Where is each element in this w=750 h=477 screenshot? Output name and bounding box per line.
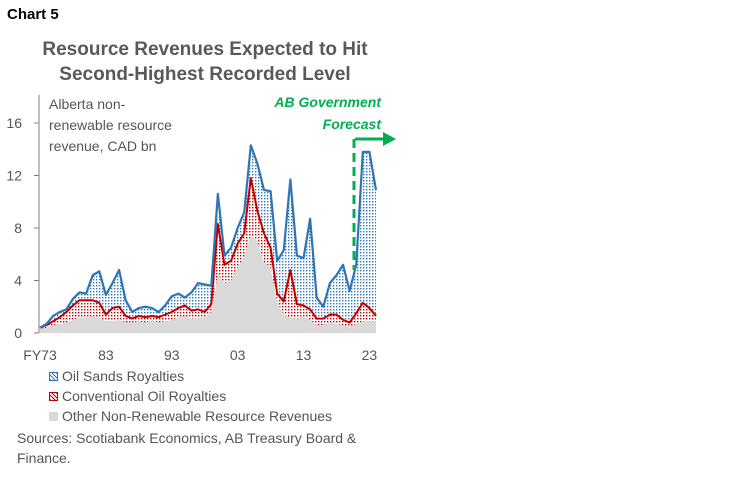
area-oil-sands-royalties [40,145,376,328]
line-conventional-top [39,177,377,329]
x-tick-label: 83 [98,347,114,363]
y-tick-label: 12 [6,168,22,184]
unit-line-3: revenue, CAD bn [49,138,156,154]
forecast-label-line-2: Forecast [323,116,383,132]
legend-swatch-oil-sands [49,371,58,381]
x-tick-labels: FY73 83 93 03 13 23 [23,347,377,363]
legend-swatch-other [49,411,58,421]
forecast-annotation: AB Government Forecast [273,94,396,270]
chart-title: Resource Revenues Expected to Hit Second… [10,37,400,87]
area-other-revenues [40,234,376,333]
forecast-label-line-1: AB Government [273,94,382,110]
x-tick-label: 03 [230,347,246,363]
legend-label-other: Other Non-Renewable Resource Revenues [62,408,333,424]
line-oil-sands-top [39,144,378,329]
legend-item-other: Other Non-Renewable Resource Revenues [49,406,332,426]
y-tick-label: 4 [14,273,22,289]
chart-title-line-2: Second-Highest Recorded Level [59,64,351,85]
x-tick-label: 93 [164,347,180,363]
sources-note: Sources: Scotiabank Economics, AB Treasu… [17,430,357,466]
unit-line-2: renewable resource [49,117,172,133]
area-conventional-royalties [40,178,376,330]
y-tick-label: 8 [14,220,22,236]
legend-label-oil-sands: Oil Sands Royalties [62,368,185,384]
legend-label-conventional: Conventional Oil Royalties [62,388,227,404]
y-tick-label: 16 [6,115,22,131]
y-tick-labels: 0 4 8 12 16 [6,115,22,341]
stacked-areas [39,144,378,333]
legend-item-conventional: Conventional Oil Royalties [49,386,332,406]
legend: Oil Sands Royalties Conventional Oil Roy… [49,366,332,426]
unit-line-1: Alberta non- [49,96,126,112]
unit-annotation: Alberta non- renewable resource revenue,… [49,96,172,154]
chart-title-line-1: Resource Revenues Expected to Hit [42,39,368,60]
legend-swatch-conventional [49,391,58,401]
x-tick-label: 23 [362,347,378,363]
legend-item-oil-sands: Oil Sands Royalties [49,366,332,386]
x-tick-label: 13 [296,347,312,363]
axes [34,95,40,334]
y-tick-label: 0 [14,325,22,341]
x-tick-label: FY73 [23,347,57,363]
chart-number-label: Chart 5 [7,6,59,23]
forecast-arrow-head [383,132,396,146]
